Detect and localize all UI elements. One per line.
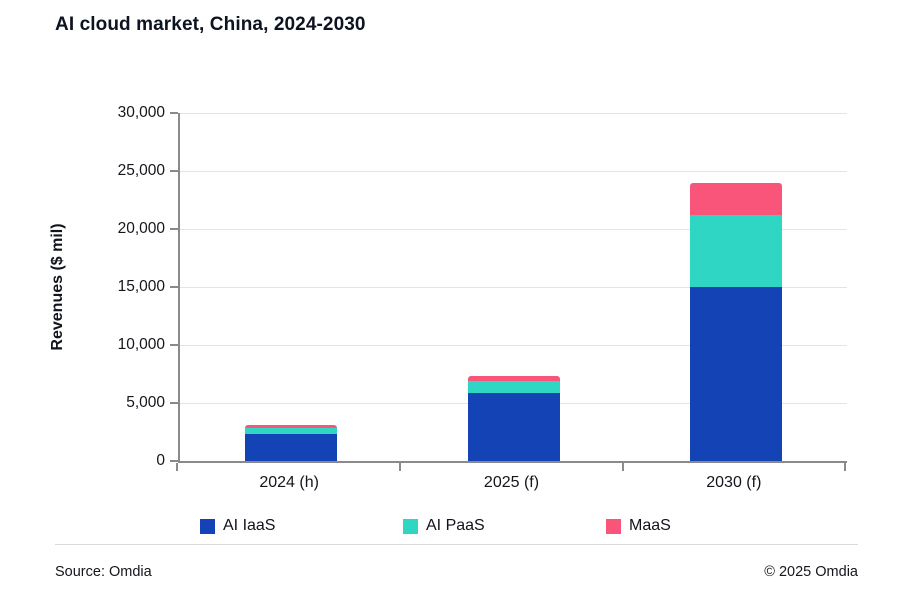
legend-item-maas: MaaS: [606, 517, 671, 535]
legend-item-ai-paas: AI PaaS: [403, 517, 485, 535]
source-note: Source: Omdia: [55, 564, 152, 580]
gridline: [180, 286, 847, 288]
y-tick-mark: [170, 228, 178, 230]
y-tick-label: 0: [156, 452, 165, 469]
legend-swatch-icon: [403, 518, 418, 534]
x-tick-label: 2030 (f): [706, 474, 762, 491]
y-tick-mark: [170, 286, 178, 288]
gridline: [180, 344, 847, 346]
x-tick-label: 2025 (f): [483, 474, 540, 491]
bar-segment-ai-paas: [689, 215, 782, 287]
bar-segment-maas: [689, 182, 782, 216]
bar-segment-maas: [245, 425, 338, 428]
bar-2024h: [245, 425, 338, 461]
y-tick-label: 10,000: [117, 336, 165, 353]
legend-label: AI IaaS: [223, 517, 276, 534]
footer-divider: [55, 544, 858, 545]
y-axis-title: Revenues ($ mil): [49, 223, 66, 351]
chart-title: AI cloud market, China, 2024-2030: [55, 14, 366, 35]
gridline: [180, 170, 847, 172]
y-tick-label: 5,000: [126, 394, 165, 411]
copyright-note: © 2025 Omdia: [764, 564, 858, 580]
gridline: [180, 228, 847, 230]
bar-2030f: [689, 182, 782, 461]
y-tick-mark: [170, 402, 178, 404]
x-tick-mark: [176, 463, 178, 471]
x-tick-mark: [621, 463, 624, 471]
y-tick-mark: [170, 170, 178, 172]
bar-segment-ai-iaas: [245, 434, 338, 461]
legend-swatch-icon: [200, 518, 215, 534]
y-tick-mark: [170, 344, 178, 346]
bar-segment-ai-paas: [245, 427, 338, 435]
y-tick-label: 15,000: [117, 278, 165, 295]
gridline: [180, 112, 847, 114]
bar-segment-ai-iaas: [689, 287, 782, 461]
legend-label: MaaS: [629, 517, 671, 534]
y-tick-mark: [170, 112, 178, 114]
legend-label: AI PaaS: [426, 517, 485, 534]
y-tick-mark: [170, 460, 178, 462]
plot-area: [178, 112, 847, 463]
bar-segment-maas: [467, 376, 560, 381]
bar-segment-ai-paas: [467, 380, 560, 393]
y-tick-label: 25,000: [117, 162, 165, 179]
x-tick-label: 2024 (h): [259, 474, 319, 491]
bar-2025f: [467, 376, 560, 461]
x-tick-mark: [399, 463, 402, 471]
y-tick-label: 20,000: [117, 220, 165, 237]
y-tick-label: 30,000: [117, 104, 165, 121]
legend-item-ai-iaas: AI IaaS: [200, 517, 275, 535]
legend-swatch-icon: [606, 518, 621, 534]
x-tick-mark: [844, 463, 846, 471]
bar-segment-ai-iaas: [467, 392, 560, 461]
